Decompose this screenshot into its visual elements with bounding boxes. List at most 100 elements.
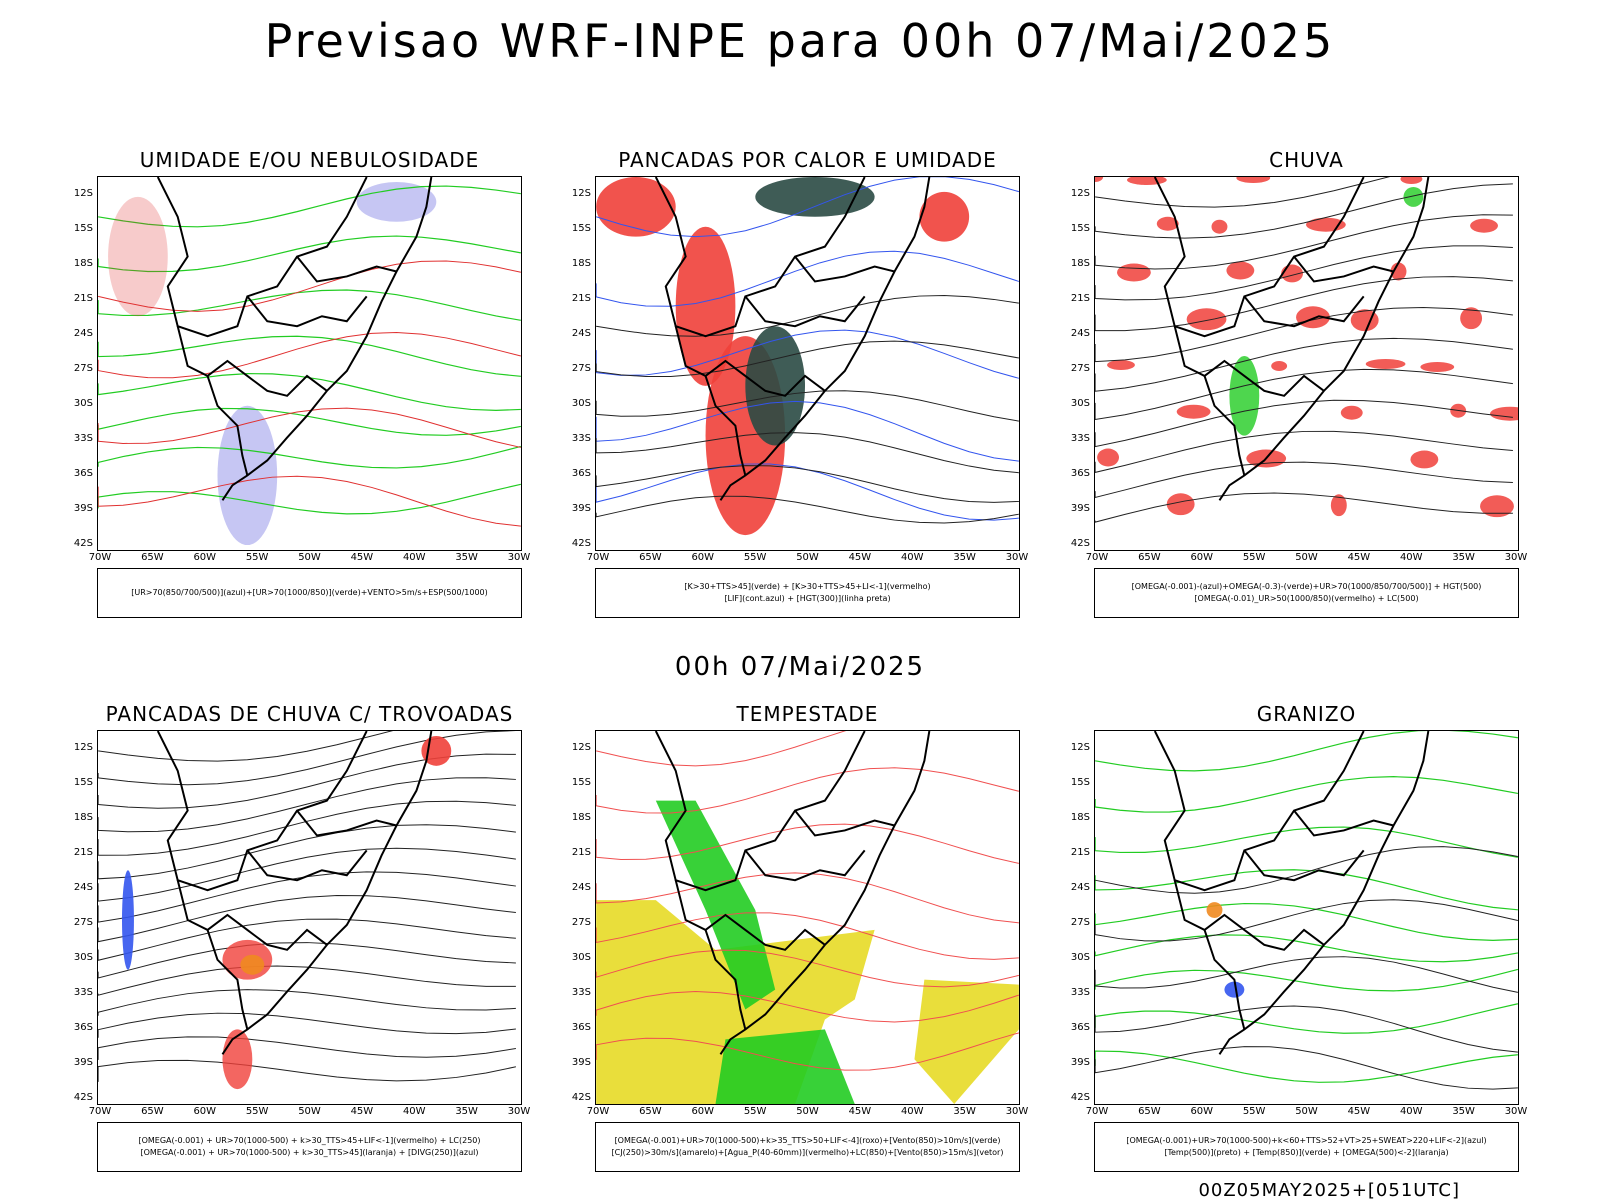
longitude-tick-label: 55W [245, 1106, 269, 1117]
lifted-index-contour [596, 463, 1019, 521]
latitude-tick-label: 39S [571, 1057, 591, 1068]
rain-area [1176, 404, 1211, 419]
latitude-tick-label: 30S [571, 952, 591, 963]
latitude-tick-label: 42S [1070, 538, 1090, 549]
longitude-tick-label: 50W [298, 1106, 321, 1117]
temp-850-contour [1095, 776, 1518, 813]
rain-area [1095, 177, 1104, 182]
hgt300-contour [596, 340, 1019, 378]
longitude-tick-label: 65W [1138, 552, 1161, 563]
rain-area [1271, 361, 1288, 371]
legend-line: [OMEGA(-0.001)+UR>70(1000-500)+k<60+TTS>… [1126, 1136, 1487, 1145]
streamline [1095, 430, 1513, 473]
longitude-tick-label: 60W [1190, 552, 1214, 563]
country-border [1203, 375, 1246, 476]
coastline [221, 731, 433, 1055]
latitude-tick-label: 33S [571, 987, 591, 998]
longitude-tick-label: 70W [88, 1106, 112, 1117]
coastline [719, 731, 931, 1055]
latitude-tick-label: 39S [73, 503, 93, 514]
hgt300-contour [596, 465, 1019, 503]
forecast-map [595, 176, 1020, 551]
legend-line: [OMEGA(-0.001) + UR>70(1000-500) + k>30_… [138, 1136, 481, 1145]
streamline [98, 777, 516, 833]
latitude-tick-label: 42S [571, 538, 591, 549]
rain-area [1126, 177, 1167, 185]
streamline [98, 800, 516, 856]
legend-line: [OMEGA(-0.01)_UR>50(1000/850)(vermelho) … [1194, 594, 1419, 603]
coastline [1218, 731, 1430, 1055]
longitude-tick-label: 50W [796, 1106, 819, 1117]
streamline [1095, 214, 1513, 270]
latitude-tick-label: 18S [1070, 812, 1090, 823]
longitude-tick-label: 40W [402, 552, 426, 563]
humidity-1000-850-contour [98, 185, 521, 228]
rain-area [1097, 448, 1120, 467]
legend-line: [UR>70(850/700/500)](azul)+[UR>70(1000/8… [131, 588, 488, 597]
country-border [206, 375, 249, 476]
latitude-tick-label: 21S [73, 847, 93, 858]
latitude-tick-label: 24S [571, 328, 591, 339]
latitude-tick-label: 42S [73, 538, 93, 549]
hgt300-contour [596, 495, 1019, 524]
temp-850-contour [1095, 934, 1518, 963]
latitude-tick-label: 36S [73, 1022, 93, 1033]
latitude-tick-label: 21S [1070, 293, 1090, 304]
longitude-tick-label: 30W [1005, 552, 1029, 563]
longitude-tick-label: 35W [1452, 552, 1475, 563]
panel-legend: [OMEGA(-0.001) + UR>70(1000-500) + k>30_… [97, 1122, 522, 1172]
temp-500-contour [1095, 1005, 1518, 1053]
map-svg [98, 177, 521, 546]
instability-area [919, 191, 970, 242]
hgt300-contour [596, 432, 1019, 474]
thickness-contour [98, 331, 521, 379]
coastline [221, 177, 433, 501]
instability-area [596, 177, 676, 237]
longitude-axis: 70W 65W 60W 55W 50W 45W 40W 35W 30W [89, 1106, 531, 1120]
rain-area [1480, 495, 1514, 518]
rain-area [1156, 216, 1179, 231]
longitude-axis: 70W 65W 60W 55W 50W 45W 40W 35W 30W [1086, 1106, 1528, 1120]
forecast-map [1094, 176, 1519, 551]
longitude-tick-label: 65W [141, 1106, 164, 1117]
rain-area [1470, 218, 1498, 233]
latitude-tick-label: 30S [73, 952, 93, 963]
lifted-index-contour [596, 400, 1019, 462]
country-border [744, 295, 866, 328]
longitude-tick-label: 45W [350, 552, 374, 563]
rain-area [1390, 262, 1407, 281]
latitude-tick-label: 18S [571, 258, 591, 269]
longitude-tick-label: 60W [193, 1106, 217, 1117]
rain-area [1186, 308, 1227, 331]
longitude-tick-label: 55W [743, 1106, 767, 1117]
country-border [794, 809, 895, 837]
legend-line: [Temp(500)](preto) + [Temp(850)](verde) … [1164, 1148, 1449, 1157]
latitude-tick-label: 33S [1070, 433, 1090, 444]
country-border [156, 177, 368, 338]
thickness-contour [98, 407, 521, 448]
longitude-tick-label: 65W [639, 552, 662, 563]
instability-area [675, 226, 736, 386]
jet-stream-area [914, 979, 1019, 1104]
valid-time-title: 00h 07/Mai/2025 [674, 652, 926, 682]
latitude-tick-label: 12S [1070, 742, 1090, 753]
country-border [674, 879, 826, 951]
precipitable-water-contour [596, 872, 1019, 924]
country-border [176, 879, 328, 951]
forecast-map [595, 730, 1020, 1105]
longitude-tick-label: 70W [586, 552, 610, 563]
latitude-tick-label: 42S [73, 1092, 93, 1103]
coastline [719, 177, 931, 501]
streamline [1095, 492, 1513, 523]
latitude-tick-label: 15S [571, 223, 591, 234]
longitude-tick-label: 35W [455, 552, 478, 563]
latitude-tick-label: 30S [1070, 398, 1090, 409]
longitude-tick-label: 50W [1295, 1106, 1318, 1117]
panel-title: PANCADAS DE CHUVA C/ TROVOADAS [105, 702, 514, 726]
longitude-tick-label: 45W [1347, 552, 1371, 563]
latitude-tick-label: 30S [73, 398, 93, 409]
country-border [1243, 295, 1365, 328]
longitude-tick-label: 70W [88, 552, 112, 563]
longitude-tick-label: 70W [1085, 552, 1109, 563]
latitude-tick-label: 15S [571, 777, 591, 788]
